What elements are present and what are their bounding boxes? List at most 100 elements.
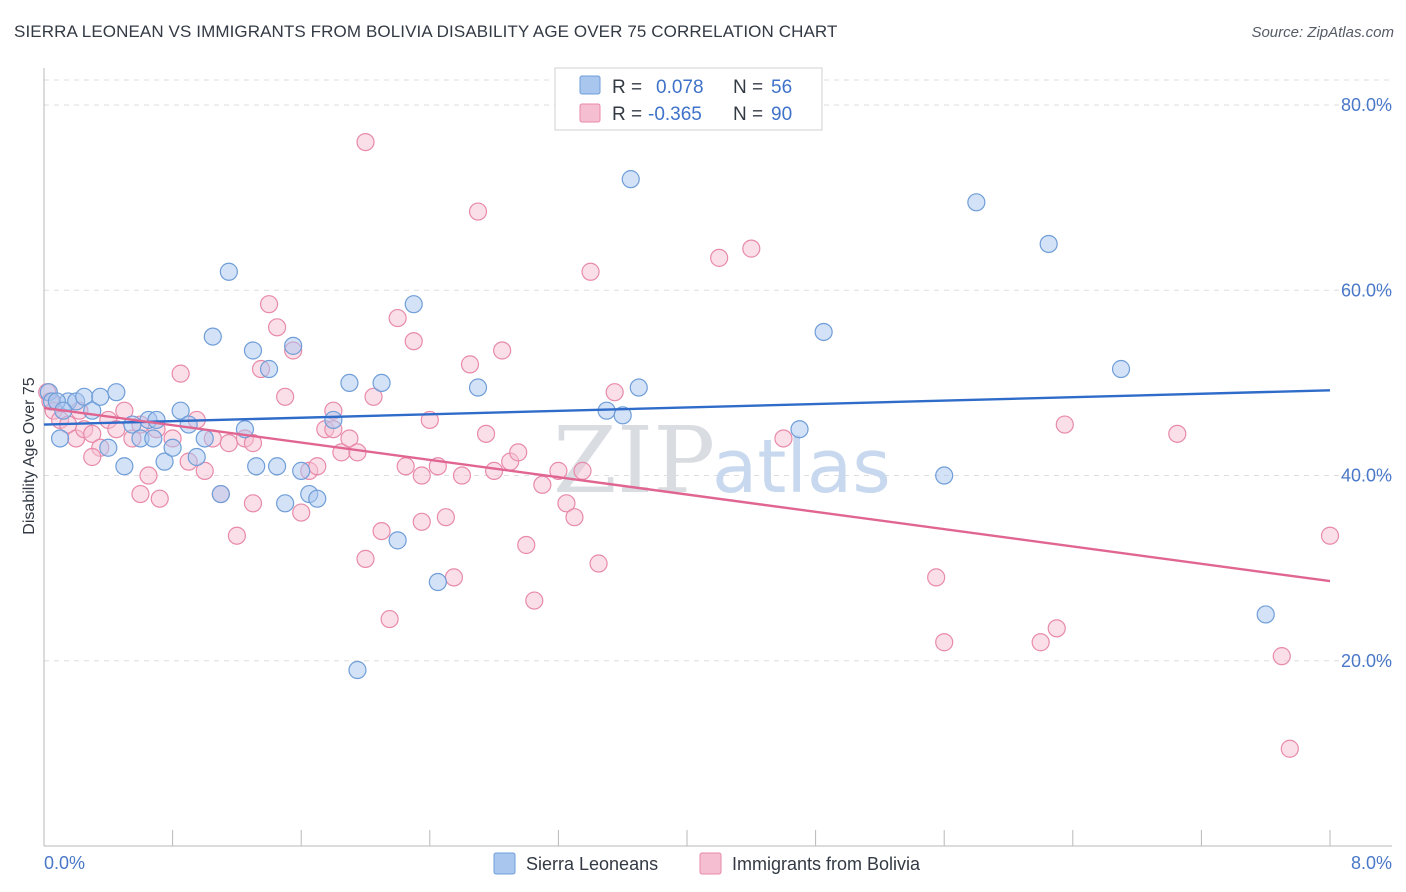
data-point-bolivia	[83, 424, 102, 443]
data-point-bolivia	[1031, 633, 1050, 652]
data-point-bolivia	[927, 568, 946, 587]
legend-r-value-pink: -0.365	[648, 104, 702, 125]
legend-swatch-pink	[579, 103, 601, 123]
data-point-sierra-leonean	[388, 531, 407, 550]
data-point-bolivia	[308, 457, 327, 476]
data-point-bolivia	[1320, 526, 1340, 545]
data-point-sierra-leonean	[404, 295, 423, 314]
data-point-sierra-leonean	[308, 489, 327, 508]
data-point-bolivia	[774, 429, 793, 448]
data-point-bolivia	[468, 202, 488, 221]
y-tick-label: 40.0%	[1341, 466, 1392, 486]
data-point-bolivia	[420, 410, 439, 430]
trend-line-bolivia	[43, 406, 1331, 583]
legend-n-value-pink: 90	[771, 104, 792, 125]
data-point-sierra-leonean	[1256, 605, 1275, 624]
data-point-sierra-leonean	[155, 452, 174, 471]
data-point-bolivia	[605, 383, 624, 402]
watermark-zip: ZIP	[553, 407, 715, 514]
data-point-bolivia	[1168, 424, 1187, 443]
data-point-sierra-leonean	[203, 327, 222, 346]
data-point-sierra-leonean	[171, 401, 190, 420]
data-point-bolivia	[396, 457, 415, 476]
data-point-bolivia	[83, 447, 102, 467]
data-point-bolivia	[710, 248, 729, 267]
x-ticks	[43, 830, 1331, 846]
data-point-bolivia	[171, 364, 190, 383]
data-point-bolivia	[557, 494, 576, 513]
data-point-sierra-leonean	[187, 447, 206, 467]
data-point-bolivia	[267, 318, 287, 337]
data-point-bolivia	[525, 591, 544, 610]
data-point-sierra-leonean	[211, 484, 230, 504]
data-point-bolivia	[485, 461, 504, 480]
watermark-atlas: atlas	[712, 424, 891, 510]
series-legend-label-pink: Immigrants from Bolivia	[732, 854, 921, 874]
data-point-sierra-leonean	[372, 373, 391, 393]
data-point-bolivia	[243, 494, 263, 513]
data-point-bolivia	[1280, 739, 1299, 758]
grid-lines	[44, 79, 1392, 662]
data-point-bolivia	[549, 461, 568, 480]
data-point-bolivia	[412, 512, 431, 531]
watermark: ZIP atlas	[553, 407, 891, 514]
data-point-bolivia	[935, 633, 954, 652]
data-point-bolivia	[388, 308, 407, 328]
data-point-sierra-leonean	[99, 438, 118, 457]
data-point-bolivia	[356, 549, 375, 568]
y-tick-label: 80.0%	[1341, 95, 1392, 115]
data-point-sierra-leonean	[284, 336, 303, 355]
data-point-sierra-leonean	[348, 660, 367, 680]
data-point-sierra-leonean	[219, 262, 238, 281]
data-point-bolivia	[436, 508, 455, 527]
data-point-sierra-leonean	[292, 461, 311, 480]
legend-r-label-blue: R =	[612, 77, 642, 98]
data-point-sierra-leonean	[814, 322, 833, 342]
data-point-bolivia	[372, 521, 391, 541]
y-axis-label: Disability Age Over 75	[21, 377, 38, 535]
data-point-bolivia	[404, 332, 423, 351]
data-point-bolivia	[412, 466, 431, 485]
data-point-bolivia	[565, 508, 584, 527]
x-tick-label-max: 8.0%	[1351, 853, 1392, 873]
data-point-sierra-leonean	[195, 429, 214, 448]
data-point-bolivia	[460, 355, 480, 374]
data-point-bolivia	[219, 434, 238, 453]
data-point-sierra-leonean	[790, 420, 809, 439]
data-point-bolivia	[340, 429, 359, 448]
y-tick-label: 60.0%	[1341, 280, 1392, 300]
data-point-bolivia	[356, 132, 375, 152]
data-point-bolivia	[493, 341, 512, 360]
data-point-bolivia	[533, 475, 552, 494]
data-point-sierra-leonean	[247, 457, 266, 476]
data-point-bolivia	[1055, 415, 1074, 434]
legend-n-value-blue: 56	[771, 77, 792, 98]
data-point-bolivia	[139, 466, 158, 485]
data-point-sierra-leonean	[935, 466, 954, 485]
data-point-sierra-leonean	[144, 429, 163, 448]
data-point-bolivia	[573, 461, 592, 480]
axes	[43, 68, 1392, 847]
data-point-bolivia	[444, 568, 464, 587]
data-point-sierra-leonean	[468, 378, 488, 397]
data-point-bolivia	[348, 443, 367, 462]
data-point-sierra-leonean	[1039, 234, 1058, 254]
legend-r-value-blue: 0.078	[656, 77, 704, 98]
data-point-bolivia	[476, 424, 496, 443]
data-point-bolivia	[292, 503, 311, 522]
source-credit: Source: ZipAtlas.com	[1251, 24, 1394, 41]
data-point-sierra-leonean	[107, 383, 126, 402]
chart-title: SIERRA LEONEAN VS IMMIGRANTS FROM BOLIVI…	[14, 22, 838, 41]
data-point-sierra-leonean	[276, 494, 295, 513]
data-point-sierra-leonean	[179, 415, 198, 434]
data-point-bolivia	[1272, 647, 1291, 666]
data-point-sierra-leonean	[91, 387, 110, 406]
data-point-bolivia	[195, 461, 214, 480]
stats-legend: R = 0.078 N = 56 R = -0.365 N = 90	[554, 67, 823, 131]
data-point-sierra-leonean	[621, 170, 640, 189]
data-point-bolivia	[581, 262, 600, 281]
x-tick-label-min: 0.0%	[44, 853, 85, 873]
data-point-bolivia	[150, 489, 169, 508]
series-legend-swatch-blue	[493, 852, 516, 875]
